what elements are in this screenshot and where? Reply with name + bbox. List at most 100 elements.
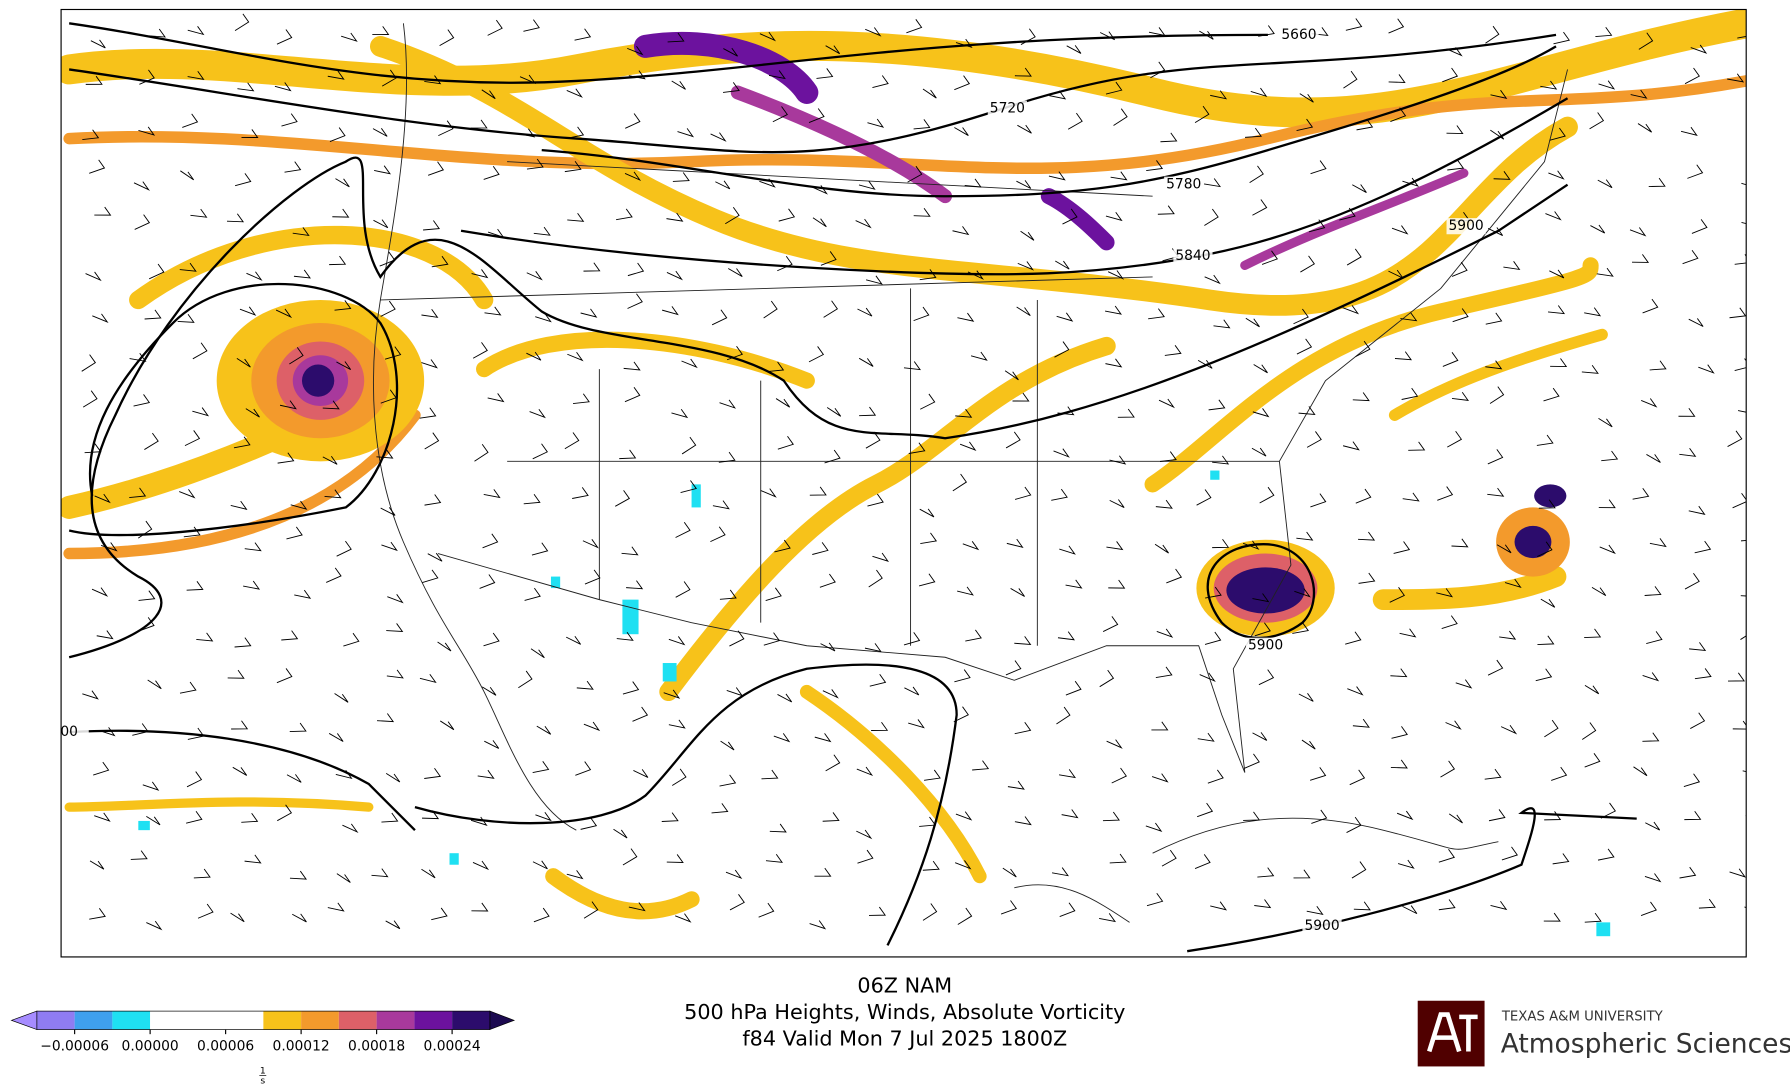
wind-barb xyxy=(1734,254,1747,265)
wind-barb xyxy=(187,26,205,36)
wind-barb xyxy=(179,489,196,499)
wind-barb xyxy=(1389,587,1405,603)
wind-barb xyxy=(1540,80,1558,90)
wind-barb xyxy=(1197,732,1215,742)
wind-barb xyxy=(1117,408,1135,418)
wind-barb xyxy=(822,689,839,699)
wind-barb xyxy=(1679,448,1697,457)
wind-barb xyxy=(146,920,163,931)
contour-label-bg xyxy=(1302,917,1342,934)
wind-barb xyxy=(533,907,550,923)
wind-barb xyxy=(1549,269,1565,279)
contour-label: 5780 xyxy=(1166,177,1201,193)
wind-barb xyxy=(715,180,731,190)
wind-barb xyxy=(761,769,779,780)
wind-barb xyxy=(186,581,204,591)
wind-barb xyxy=(1105,212,1123,222)
wind-barb xyxy=(1637,123,1653,133)
wind-barb xyxy=(1441,615,1458,630)
wind-barb xyxy=(1204,631,1222,645)
wind-barb xyxy=(1293,308,1309,325)
wind-barb xyxy=(566,88,583,98)
wind-barb xyxy=(1544,811,1562,821)
wind-barb xyxy=(954,127,969,136)
wind-barb xyxy=(1400,312,1418,322)
wind-barb xyxy=(922,88,937,99)
wind-barb xyxy=(1242,540,1260,550)
wind-barb xyxy=(967,270,984,280)
colorbar-segment xyxy=(301,1011,339,1030)
wind-barb xyxy=(293,269,311,279)
wind-barb xyxy=(1000,900,1017,915)
wind-barb xyxy=(536,725,552,735)
wind-barb xyxy=(129,352,147,362)
wind-barb xyxy=(1345,631,1362,645)
wind-barb xyxy=(281,113,298,127)
wind-barb xyxy=(814,867,832,877)
wind-barb xyxy=(681,436,697,455)
wind-barb xyxy=(89,908,106,920)
wind-barb xyxy=(519,74,537,85)
wind-barb xyxy=(1688,318,1704,327)
wind-barb xyxy=(722,82,740,93)
title-model: 06Z NAM xyxy=(857,974,952,998)
wind-barb xyxy=(1244,753,1260,769)
wind-barb xyxy=(284,161,302,173)
wind-barb xyxy=(1016,306,1031,316)
wind-barb xyxy=(1210,901,1228,911)
wind-barb xyxy=(1057,406,1075,416)
wind-barb xyxy=(758,902,775,918)
wind-barb xyxy=(1067,112,1083,130)
wind-barb xyxy=(1684,810,1702,821)
wind-barb xyxy=(1745,815,1747,817)
wind-barb xyxy=(1161,849,1177,867)
wind-barb xyxy=(1732,720,1747,730)
wind-barb xyxy=(1298,693,1314,702)
wind-barb xyxy=(146,815,161,826)
wind-barb xyxy=(439,29,455,47)
wind-barb xyxy=(809,486,827,496)
wind-barb xyxy=(481,686,497,696)
wind-barb xyxy=(1166,568,1183,584)
wind-barb xyxy=(1688,505,1706,515)
wind-barb xyxy=(98,727,116,737)
wind-barb xyxy=(919,269,937,281)
wind-barb xyxy=(729,630,745,647)
wind-barb xyxy=(92,313,109,323)
wind-barb xyxy=(1551,766,1568,781)
wind-barb xyxy=(437,641,452,652)
wind-barb xyxy=(1105,358,1123,368)
wind-barb xyxy=(237,82,255,92)
wind-barb xyxy=(621,546,639,556)
wind-barb xyxy=(1059,545,1076,555)
wind-barb xyxy=(769,823,787,833)
wind-barb xyxy=(1537,635,1555,646)
wind-barb xyxy=(1537,541,1553,558)
wind-barb xyxy=(1160,132,1178,143)
wind-barb xyxy=(1485,312,1503,325)
wind-barb xyxy=(1111,767,1127,784)
wind-barb xyxy=(710,132,727,142)
wind-barb xyxy=(431,255,449,268)
wind-barb xyxy=(957,586,974,596)
wind-barb xyxy=(668,719,686,729)
wind-barb xyxy=(1345,18,1363,31)
wind-barb xyxy=(1535,668,1553,682)
wind-barb xyxy=(814,733,832,743)
wind-barb xyxy=(422,569,439,584)
wind-barb xyxy=(957,907,973,925)
wind-barb xyxy=(1549,127,1566,141)
wind-barb xyxy=(1584,912,1602,923)
wind-barb xyxy=(627,262,645,277)
wind-barb xyxy=(1493,171,1511,180)
wind-barb xyxy=(580,817,598,830)
wind-barb xyxy=(1294,588,1311,598)
wind-barb xyxy=(246,271,263,281)
wind-barb xyxy=(1311,809,1328,824)
wind-barb xyxy=(422,810,440,820)
wind-barb xyxy=(1065,680,1082,696)
wind-barb xyxy=(424,494,442,506)
wind-barb xyxy=(85,271,102,282)
wind-barb xyxy=(1543,912,1561,922)
wind-barb xyxy=(1740,635,1747,640)
